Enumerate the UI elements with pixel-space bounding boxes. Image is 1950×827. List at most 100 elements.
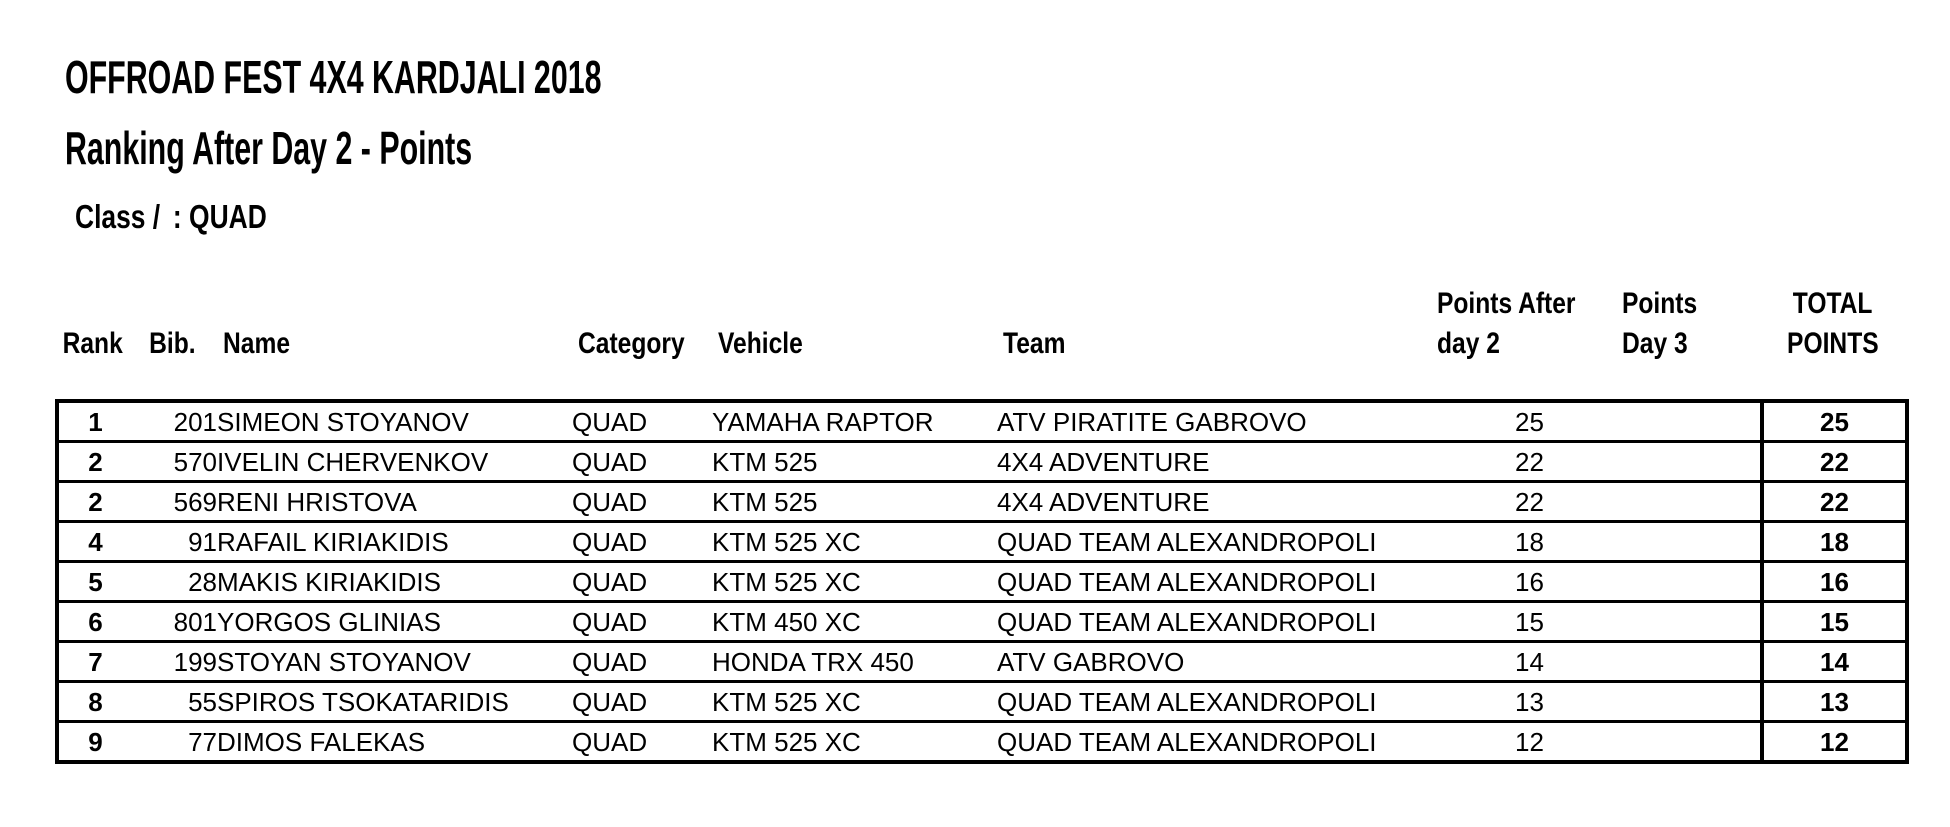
cell-name: MAKIS KIRIAKIDIS bbox=[217, 566, 441, 597]
cell-team: QUAD TEAM ALEXANDROPOLI bbox=[997, 686, 1377, 717]
table-row: 4 91 RAFAIL KIRIAKIDIS QUAD KTM 525 XC QUAD T… bbox=[57, 521, 1907, 562]
cell-bib: 77 bbox=[188, 726, 217, 757]
cell-name: DIMOS FALEKAS bbox=[217, 726, 426, 757]
col-header-points-day3-line2: Day 3 bbox=[1620, 327, 1760, 362]
table-row: 7 199 STOYAN STOYANOV QUAD HONDA TRX 450 ATV … bbox=[57, 641, 1907, 682]
cell-vehicle: KTM 525 XC bbox=[712, 726, 861, 757]
cell-points-after-day2: 12 bbox=[1515, 726, 1544, 757]
table-header-line1: Points After Points TOTAL bbox=[55, 287, 1905, 322]
cell-total-points: 12 bbox=[1760, 721, 1907, 762]
col-header-points-after-day2-line1: Points After bbox=[1435, 287, 1620, 322]
col-header-rank-text: Rank bbox=[62, 327, 123, 360]
ranking-table: 1 201 SIMEON STOYANOV QUAD YAMAHA RAPTOR ATV … bbox=[55, 399, 1909, 764]
class-label: Class / bbox=[75, 198, 161, 235]
cell-vehicle: KTM 525 bbox=[712, 486, 818, 517]
col-header-category: Category bbox=[570, 327, 710, 362]
table-row: 2 569 RENI HRISTOVA QUAD KTM 525 4X4 ADVENTUR… bbox=[57, 481, 1907, 522]
cell-team: QUAD TEAM ALEXANDROPOLI bbox=[997, 566, 1377, 597]
cell-vehicle: KTM 525 XC bbox=[712, 526, 861, 557]
cell-category: QUAD bbox=[572, 686, 648, 717]
cell-bib: 201 bbox=[173, 406, 217, 437]
cell-points-after-day2: 13 bbox=[1515, 686, 1544, 717]
col-header-vehicle-text: Vehicle bbox=[718, 327, 803, 360]
cell-rank: 5 bbox=[88, 566, 103, 597]
cell-points-day3 bbox=[1622, 722, 1762, 763]
cell-category: QUAD bbox=[572, 446, 648, 477]
col-header-team-text: Team bbox=[1003, 327, 1066, 360]
cell-rank: 7 bbox=[88, 646, 103, 677]
cell-name: SPIROS TSOKATARIDIS bbox=[217, 686, 509, 717]
cell-total-points: 13 bbox=[1760, 681, 1907, 722]
cell-points-after-day2: 15 bbox=[1515, 606, 1544, 637]
cell-bib: 199 bbox=[173, 646, 217, 677]
cell-category: QUAD bbox=[572, 566, 648, 597]
col-header-total-points-line2: POINTS bbox=[1760, 327, 1905, 362]
cell-team: 4X4 ADVENTURE bbox=[997, 486, 1210, 517]
col-header-total-points-line1: TOTAL bbox=[1760, 287, 1905, 322]
cell-points-day3 bbox=[1622, 682, 1762, 722]
page-title: OFFROAD FEST 4X4 KARDJALI 2018 bbox=[65, 51, 602, 103]
cell-name: YORGOS GLINIAS bbox=[217, 606, 441, 637]
cell-total-points: 22 bbox=[1760, 481, 1907, 522]
col-header-vehicle: Vehicle bbox=[710, 327, 995, 362]
cell-points-day3 bbox=[1622, 401, 1762, 442]
table-row: 9 77 DIMOS FALEKAS QUAD KTM 525 XC QUAD TEAM … bbox=[57, 721, 1907, 763]
col-header-bib-text: Bib. bbox=[149, 327, 196, 360]
cell-rank: 9 bbox=[88, 726, 103, 757]
col-header-points-after-day2-line2-text: day 2 bbox=[1437, 327, 1500, 360]
cell-bib: 569 bbox=[173, 486, 217, 517]
cell-points-day3 bbox=[1622, 482, 1762, 522]
cell-team: ATV GABROVO bbox=[997, 646, 1185, 677]
col-header-bib: Bib. bbox=[130, 327, 215, 362]
cell-name: SIMEON STOYANOV bbox=[217, 406, 469, 437]
cell-team: QUAD TEAM ALEXANDROPOLI bbox=[997, 606, 1377, 637]
cell-rank: 6 bbox=[88, 606, 103, 637]
cell-total-points: 14 bbox=[1760, 641, 1907, 682]
cell-points-after-day2: 22 bbox=[1515, 486, 1544, 517]
col-header-name: Name bbox=[215, 327, 570, 362]
cell-name: RENI HRISTOVA bbox=[217, 486, 417, 517]
cell-bib: 570 bbox=[173, 446, 217, 477]
col-header-total-points-line1-text: TOTAL bbox=[1792, 287, 1873, 320]
cell-points-day3 bbox=[1622, 522, 1762, 562]
cell-points-day3 bbox=[1622, 602, 1762, 642]
col-header-points-day3-line2-text: Day 3 bbox=[1622, 327, 1688, 360]
cell-name: IVELIN CHERVENKOV bbox=[217, 446, 489, 477]
cell-vehicle: YAMAHA RAPTOR bbox=[712, 406, 934, 437]
cell-rank: 4 bbox=[88, 526, 103, 557]
cell-team: ATV PIRATITE GABROVO bbox=[997, 406, 1307, 437]
class-line: Class / : QUAD bbox=[75, 200, 267, 233]
cell-name: STOYAN STOYANOV bbox=[217, 646, 471, 677]
cell-team: QUAD TEAM ALEXANDROPOLI bbox=[997, 726, 1377, 757]
cell-rank: 2 bbox=[88, 486, 103, 517]
cell-points-day3 bbox=[1622, 562, 1762, 602]
col-header-team: Team bbox=[995, 327, 1435, 362]
cell-points-day3 bbox=[1622, 442, 1762, 482]
col-header-points-after-day2-line2: day 2 bbox=[1435, 327, 1620, 362]
table-row: 1 201 SIMEON STOYANOV QUAD YAMAHA RAPTOR ATV … bbox=[57, 401, 1907, 442]
cell-bib: 28 bbox=[188, 566, 217, 597]
col-header-name-text: Name bbox=[223, 327, 291, 360]
table-row: 5 28 MAKIS KIRIAKIDIS QUAD KTM 525 XC QUAD TE… bbox=[57, 561, 1907, 602]
cell-category: QUAD bbox=[572, 646, 648, 677]
cell-name: RAFAIL KIRIAKIDIS bbox=[217, 526, 449, 557]
cell-category: QUAD bbox=[572, 726, 648, 757]
cell-points-after-day2: 14 bbox=[1515, 646, 1544, 677]
cell-points-after-day2: 16 bbox=[1515, 566, 1544, 597]
page-subtitle: Ranking After Day 2 - Points bbox=[65, 122, 473, 174]
cell-rank: 1 bbox=[88, 406, 103, 437]
class-value: : QUAD bbox=[172, 198, 267, 235]
cell-total-points: 22 bbox=[1760, 441, 1907, 482]
table-row: 8 55 SPIROS TSOKATARIDIS QUAD KTM 525 XC QUAD… bbox=[57, 681, 1907, 722]
cell-vehicle: KTM 525 XC bbox=[712, 686, 861, 717]
cell-vehicle: KTM 525 bbox=[712, 446, 818, 477]
cell-category: QUAD bbox=[572, 406, 648, 437]
cell-points-day3 bbox=[1622, 642, 1762, 682]
cell-total-points: 25 bbox=[1760, 401, 1907, 442]
cell-bib: 55 bbox=[188, 686, 217, 717]
col-header-total-points-line2-text: POINTS bbox=[1786, 327, 1879, 360]
col-header-points-day3-line1-text: Points bbox=[1622, 287, 1698, 320]
table-row: 6 801 YORGOS GLINIAS QUAD KTM 450 XC QUAD TEA… bbox=[57, 601, 1907, 642]
cell-rank: 2 bbox=[88, 446, 103, 477]
cell-bib: 91 bbox=[188, 526, 217, 557]
